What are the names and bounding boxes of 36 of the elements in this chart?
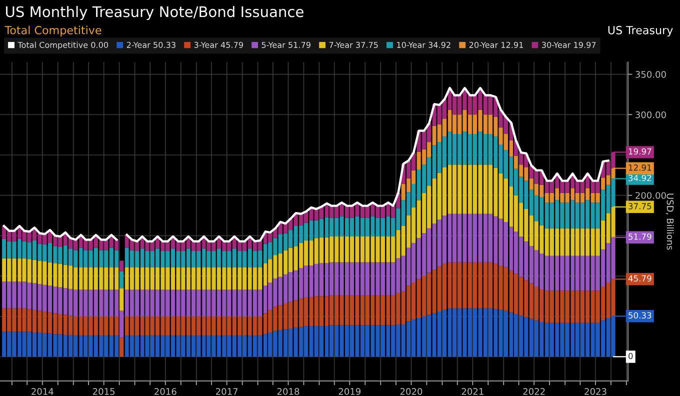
data-label: 37.75 (628, 203, 652, 210)
legend-label: 2-Year 50.33 (126, 42, 176, 48)
x-tick-label: 2018 (277, 388, 300, 395)
x-tick-label: 2020 (400, 388, 422, 395)
y-tick-label: 300.00 (636, 111, 666, 118)
data-label: 19.97 (628, 148, 652, 155)
x-tick-label: 2023 (584, 388, 606, 395)
legend-label: 5-Year 51.79 (262, 42, 310, 48)
chart-subtitle: Total Competitive (4, 26, 102, 36)
bar (120, 337, 124, 357)
annotation: 0 (628, 352, 633, 360)
data-label: 34.92 (628, 174, 651, 182)
x-tick-label: 2019 (338, 388, 361, 395)
y-tick-label: 200.00 (636, 192, 666, 199)
legend-label: 3-Year 45.79 (194, 42, 243, 48)
y-axis-title: USD, Billions (666, 194, 674, 250)
x-tick-label: 2014 (32, 388, 54, 395)
x-tick-label: 2015 (92, 388, 115, 395)
legend-label: 10-Year 34.92 (397, 42, 450, 48)
text: US Treasury (608, 26, 673, 36)
x-tick-label: 2016 (154, 388, 176, 395)
bar (120, 271, 124, 288)
bar (120, 260, 124, 272)
data-label: 45.79 (628, 275, 652, 282)
legend-label: 20-Year 12.91 (469, 42, 523, 48)
legend-label: 30-Year 19.97 (542, 42, 596, 48)
x-tick-label: 2022 (523, 388, 545, 395)
data-label: 51.79 (628, 233, 652, 240)
data-label: 12.91 (628, 164, 652, 171)
x-tick-label: 2021 (462, 388, 484, 395)
y-tick-label: 350.00 (636, 71, 666, 78)
data-label: 50.33 (628, 312, 652, 319)
legend-label: Total Competitive 0.00 (18, 42, 108, 50)
x-tick-label: 2017 (216, 388, 238, 395)
legend-label: 7-Year 37.75 (329, 42, 378, 48)
chart-title: US Monthly Treasury Note/Bond Issuance (6, 6, 304, 20)
